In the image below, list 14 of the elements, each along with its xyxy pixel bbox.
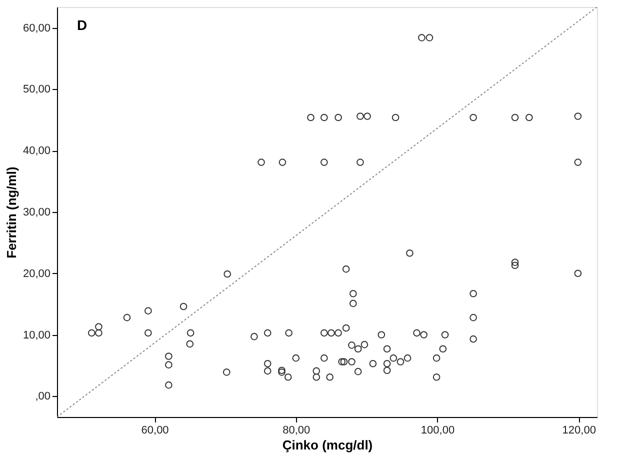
y-tick-label: ,00 <box>35 390 50 403</box>
y-axis-title: Ferritin (ng/ml) <box>4 166 19 258</box>
y-tick-label: 60,00 <box>22 22 50 34</box>
y-tick-label: 40,00 <box>22 145 50 158</box>
y-tick-label: 30,00 <box>22 206 50 218</box>
x-tick-label: 120,00 <box>562 424 596 436</box>
y-tick-label: 20,00 <box>22 268 50 280</box>
x-tick-label: 80,00 <box>282 424 310 436</box>
x-tick-label: 100,00 <box>420 424 455 436</box>
x-axis-title: Çinko (mcg/dl) <box>282 438 373 452</box>
y-tick-label: 50,00 <box>22 84 50 96</box>
x-tick-label: 60,00 <box>141 424 169 436</box>
annotation: D <box>77 17 88 33</box>
y-tick-label: 10,00 <box>22 329 50 342</box>
